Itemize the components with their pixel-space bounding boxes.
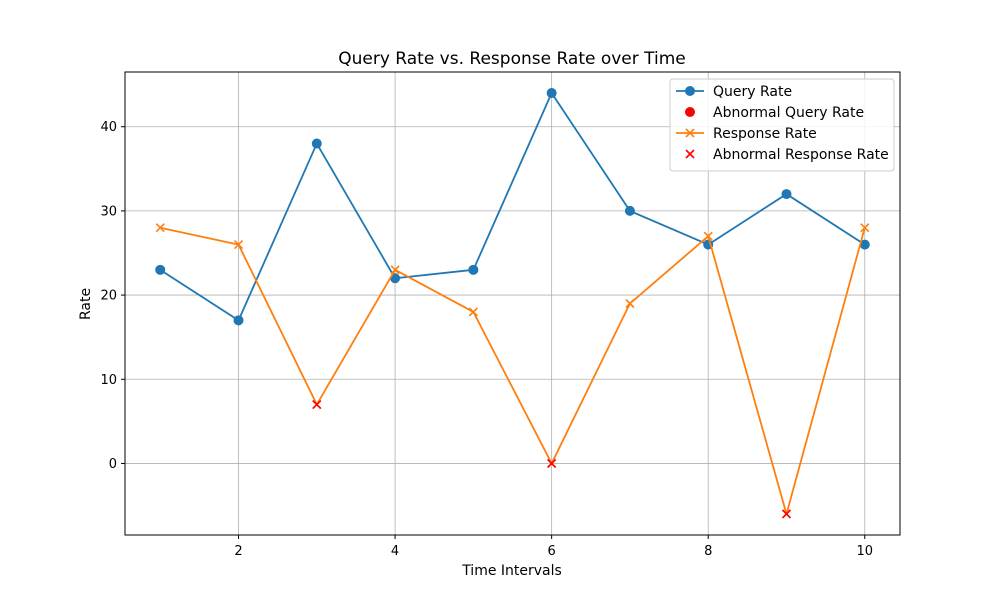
series-layer [155,88,870,519]
series-response-rate [155,223,870,519]
data-point-response-rate [155,223,165,233]
legend-label: Abnormal Response Rate [713,147,889,163]
abnormal-point-abnormal-response-rate [312,399,322,410]
x-axis-title: Time Intervals [461,563,562,579]
legend-box [669,78,895,172]
legend-item-response-rate: Response Rate [676,126,817,142]
chart-title: Query Rate vs. Response Rate over Time [338,49,686,69]
x-tick-label: 6 [548,544,556,559]
x-marker-stroke [860,223,870,233]
abnormal-point-abnormal-response-rate [781,509,792,519]
x-tick-label: 8 [704,544,712,559]
data-point-response-rate [703,231,713,241]
data-point-response-rate [233,240,244,250]
x-marker-stroke [547,458,557,469]
x-marker-stroke [312,399,322,410]
legend-label: Abnormal Query Rate [713,105,864,121]
legend-item-abnormal-query-rate: Abnormal Query Rate [685,105,864,121]
x-marker-stroke [233,240,244,250]
legend-item-abnormal-response-rate: Abnormal Response Rate [685,147,889,163]
axes: 2 4 6 8 10 0 10 20 30 40 [100,71,901,559]
data-point-query-rate [624,205,635,216]
y-tick-label: 0 [109,457,117,472]
data-point-query-rate [155,264,166,275]
legend-label: Query Rate [713,84,792,100]
x-marker-stroke [155,223,165,233]
x-marker-stroke [625,298,635,309]
x-tick-label: 2 [234,544,242,559]
abnormal-point-abnormal-response-rate [547,458,557,469]
x-marker-stroke [685,128,695,138]
x-marker-stroke [390,265,400,275]
y-tick-label: 20 [100,289,117,304]
legend-marker [685,86,695,96]
y-tick-label: 10 [100,373,117,388]
data-point-query-rate [233,315,244,326]
x-marker-stroke [703,231,713,241]
data-point-response-rate [625,298,635,309]
series-abnormal-response-rate [312,399,792,519]
data-point-response-rate [468,307,478,317]
plot-frame [124,71,901,536]
data-point-query-rate [781,189,792,200]
legend-label: Response Rate [713,126,817,142]
x-marker-stroke [468,307,478,317]
data-point-query-rate [311,138,322,149]
legend-marker [685,107,695,117]
legend-marker [685,149,695,159]
y-tick-label: 30 [100,204,117,219]
x-tick-label: 10 [856,544,873,559]
x-marker-stroke [781,509,792,519]
y-tick-label: 40 [100,120,117,135]
data-point-query-rate [546,88,557,99]
x-tick-label: 4 [391,544,399,559]
data-point-query-rate [468,264,479,275]
series-line-response-rate [160,226,866,515]
legend: Query Rate Abnormal Query Rate Response Ra… [669,78,895,172]
data-point-response-rate [390,265,400,275]
legend-item-query-rate: Query Rate [676,84,792,100]
y-axis-title: Rate [78,288,94,320]
x-marker-stroke [685,149,695,159]
data-point-response-rate [860,223,870,233]
series-line-query-rate [159,92,866,322]
series-query-rate [155,88,870,326]
legend-marker [685,128,695,138]
